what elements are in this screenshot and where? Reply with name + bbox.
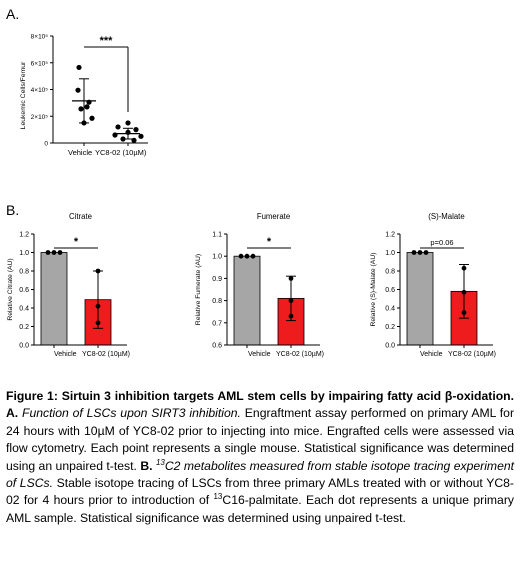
data-point bbox=[95, 268, 101, 274]
y-tick-label: 8×10⁵ bbox=[31, 34, 49, 41]
data-point bbox=[51, 250, 57, 255]
x-category-label: YC8-02 (10µM) bbox=[95, 148, 147, 157]
data-point bbox=[86, 99, 92, 105]
data-point bbox=[112, 132, 118, 138]
y-tick-label: 0.6 bbox=[212, 343, 222, 350]
panel-a-label: A. bbox=[6, 6, 20, 22]
y-tick-label: 0.9 bbox=[212, 276, 222, 283]
caption-b-text-1: Stable isotope tracing of LSCs from thre… bbox=[6, 476, 514, 508]
y-tick-label: 0.4 bbox=[19, 306, 29, 313]
y-tick-label: 1.2 bbox=[19, 232, 29, 239]
y-tick-label: 0.8 bbox=[212, 298, 222, 305]
figure-caption: Figure 1: Sirtuin 3 inhibition targets A… bbox=[6, 388, 514, 527]
caption-b-label: B. bbox=[140, 458, 153, 473]
data-point bbox=[423, 250, 429, 255]
data-point bbox=[238, 253, 244, 259]
x-category-label: YC8-02 (10µM) bbox=[448, 351, 496, 358]
significance-label: *** bbox=[100, 35, 114, 47]
caption-figure-title: Figure 1: Sirtuin 3 inhibition targets A… bbox=[6, 389, 514, 403]
panel-b-label: B. bbox=[6, 202, 20, 218]
y-tick-label: 1.1 bbox=[212, 232, 222, 239]
data-point bbox=[84, 104, 90, 110]
y-axis-label: Relative Fumerate (AU) bbox=[195, 254, 202, 325]
y-axis-label: Leukemic Cells/Femur bbox=[20, 61, 27, 129]
y-tick-label: 4×10⁵ bbox=[31, 87, 49, 94]
chart-title: Citrate bbox=[69, 212, 92, 221]
y-tick-label: 1.0 bbox=[385, 250, 395, 257]
data-point bbox=[288, 276, 294, 281]
data-point bbox=[288, 313, 294, 319]
y-tick-label: 0.6 bbox=[385, 287, 395, 294]
y-tick-label: 1.0 bbox=[19, 250, 29, 257]
y-tick-label: 0.2 bbox=[19, 324, 29, 331]
data-point bbox=[417, 250, 423, 255]
y-tick-label: 0.0 bbox=[385, 343, 395, 350]
caption-b-title-text: C2 metabolites measured from stable isot… bbox=[6, 458, 515, 491]
y-tick-label: 0.4 bbox=[385, 306, 395, 313]
y-tick-label: 0.8 bbox=[19, 269, 29, 276]
x-category-label: Vehicle bbox=[248, 351, 271, 358]
data-point bbox=[461, 289, 467, 295]
data-point bbox=[411, 250, 417, 255]
y-tick-label: 6×10⁵ bbox=[31, 60, 49, 67]
data-point bbox=[115, 124, 121, 130]
data-point bbox=[461, 265, 467, 271]
x-category-label: Vehicle bbox=[68, 148, 92, 157]
caption-a-label: A. bbox=[6, 406, 19, 421]
caption-a-title: Function of LSCs upon SIRT3 inhibition. bbox=[22, 406, 241, 421]
data-point bbox=[81, 120, 87, 126]
data-point bbox=[250, 253, 256, 259]
caption-b-title: 13C2 metabolites measured from stable is… bbox=[6, 457, 515, 491]
data-point bbox=[95, 303, 101, 309]
significance-label: * bbox=[267, 236, 272, 248]
data-point bbox=[57, 250, 63, 255]
data-point bbox=[138, 133, 144, 139]
data-point bbox=[76, 64, 82, 71]
x-category-label: Vehicle bbox=[54, 351, 77, 358]
caption-b-text-sup: 13 bbox=[213, 492, 223, 502]
data-point bbox=[45, 250, 51, 255]
bar bbox=[406, 252, 434, 346]
y-tick-label: 0.7 bbox=[212, 320, 222, 327]
y-tick-label: 0.2 bbox=[385, 324, 395, 331]
data-point bbox=[95, 320, 101, 326]
y-tick-label: 0 bbox=[44, 141, 48, 148]
data-point bbox=[125, 129, 131, 135]
caption-b-text-2: C16-palmitate. Each dot represents a uni… bbox=[6, 493, 514, 525]
significance-label: p=0.06 bbox=[430, 238, 453, 247]
x-category-label: YC8-02 (10µM) bbox=[82, 351, 130, 358]
data-point bbox=[133, 127, 139, 133]
y-tick-label: 2×10⁵ bbox=[31, 114, 49, 121]
y-tick-label: 0.6 bbox=[19, 287, 29, 294]
caption-a-text: Engraftment assay performed on primary A… bbox=[6, 406, 515, 473]
y-axis-label: Relative Citrate (AU) bbox=[7, 258, 14, 320]
y-axis-label: Relative (S)-Malate (AU) bbox=[370, 252, 377, 326]
data-point bbox=[244, 253, 250, 259]
y-tick-label: 1.0 bbox=[212, 254, 222, 261]
caption-b-title-sup: 13 bbox=[155, 457, 165, 467]
data-point bbox=[78, 106, 84, 112]
data-point bbox=[288, 298, 294, 303]
data-point bbox=[75, 87, 81, 93]
x-category-label: Vehicle bbox=[420, 351, 443, 358]
chart-title: Fumerate bbox=[257, 212, 290, 221]
y-tick-label: 0.0 bbox=[19, 343, 29, 350]
significance-label: * bbox=[74, 236, 79, 248]
x-category-label: YC8-02 (10µM) bbox=[276, 351, 324, 358]
y-tick-label: 0.8 bbox=[385, 269, 395, 276]
y-tick-label: 1.2 bbox=[385, 232, 395, 239]
data-point bbox=[131, 137, 137, 143]
data-point bbox=[120, 136, 126, 142]
data-point bbox=[461, 310, 467, 316]
data-point bbox=[89, 115, 95, 121]
chart-title: (S)-Malate bbox=[428, 212, 464, 221]
data-point bbox=[125, 120, 131, 126]
